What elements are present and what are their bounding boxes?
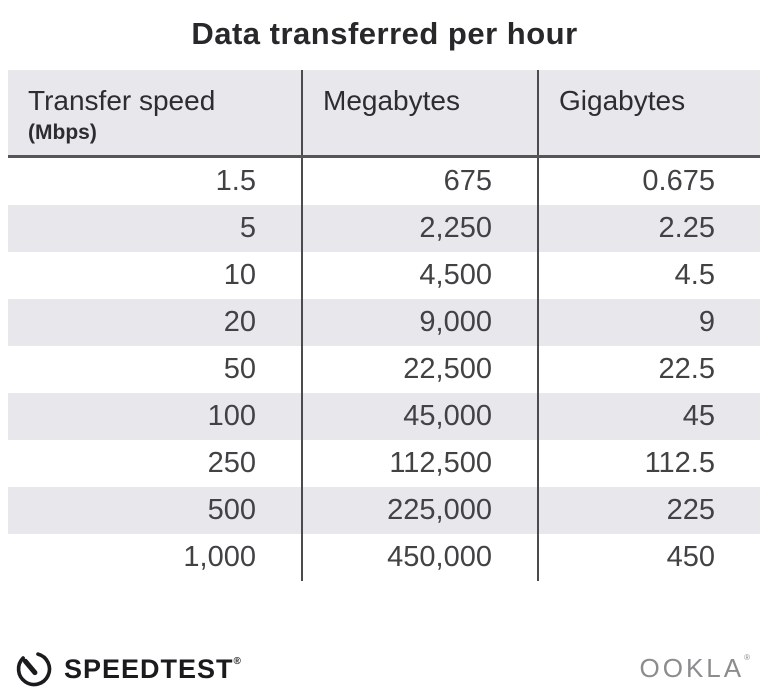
cell-megabytes: 22,500 bbox=[303, 346, 539, 393]
page-title: Data transferred per hour bbox=[191, 16, 578, 51]
header-megabytes: Megabytes bbox=[303, 70, 539, 155]
table-row: 5 2,250 2.25 bbox=[8, 205, 760, 252]
cell-speed: 20 bbox=[8, 299, 303, 346]
cell-gigabytes: 225 bbox=[666, 494, 715, 526]
speedtest-gauge-icon bbox=[14, 649, 54, 689]
table-row: 250 112,500 112.5 bbox=[8, 440, 760, 487]
cell-gigabytes: 4.5 bbox=[674, 259, 715, 291]
data-table: Transfer speed (Mbps) Megabytes Gigabyte… bbox=[8, 70, 760, 581]
table-row: 500 225,000 225 bbox=[8, 487, 760, 534]
table-header-row: Transfer speed (Mbps) Megabytes Gigabyte… bbox=[8, 70, 760, 158]
cell-megabytes: 9,000 bbox=[303, 299, 539, 346]
speedtest-logo: SPEEDTEST® bbox=[14, 649, 242, 689]
table-row: 20 9,000 9 bbox=[8, 299, 760, 346]
cell-gigabytes: 450 bbox=[666, 541, 715, 573]
cell-speed: 50 bbox=[8, 346, 303, 393]
cell-megabytes: 450,000 bbox=[303, 534, 539, 581]
cell-speed: 1,000 bbox=[8, 534, 303, 581]
speedtest-wordmark: SPEEDTEST® bbox=[64, 654, 242, 685]
speedtest-registered-mark: ® bbox=[233, 655, 242, 667]
header-gigabytes: Gigabytes bbox=[559, 85, 686, 116]
table-row: 50 22,500 22.5 bbox=[8, 346, 760, 393]
cell-gigabytes: 22.5 bbox=[658, 353, 715, 385]
table-row: 1,000 450,000 450 bbox=[8, 534, 760, 581]
table-row: 1.5 675 0.675 bbox=[8, 158, 760, 205]
cell-gigabytes: 9 bbox=[698, 306, 715, 338]
speedtest-label: SPEEDTEST bbox=[64, 653, 234, 684]
cell-megabytes: 45,000 bbox=[303, 393, 539, 440]
table-row: 100 45,000 45 bbox=[8, 393, 760, 440]
cell-megabytes: 675 bbox=[303, 158, 539, 205]
cell-megabytes: 4,500 bbox=[303, 252, 539, 299]
cell-megabytes: 2,250 bbox=[303, 205, 539, 252]
cell-speed: 10 bbox=[8, 252, 303, 299]
cell-speed: 250 bbox=[8, 440, 303, 487]
header-transfer-speed: Transfer speed (Mbps) bbox=[8, 70, 303, 155]
ookla-registered-mark: ® bbox=[744, 653, 753, 662]
cell-speed: 100 bbox=[8, 393, 303, 440]
ookla-wordmark: OOKLA bbox=[639, 653, 745, 683]
cell-gigabytes: 2.25 bbox=[658, 212, 715, 244]
cell-gigabytes: 45 bbox=[682, 400, 715, 432]
table-row: 10 4,500 4.5 bbox=[8, 252, 760, 299]
cell-speed: 5 bbox=[8, 205, 303, 252]
cell-gigabytes: 112.5 bbox=[644, 447, 715, 479]
cell-speed: 500 bbox=[8, 487, 303, 534]
header-transfer-speed-label: Transfer speed bbox=[28, 85, 216, 116]
header-mbps-unit: (Mbps) bbox=[28, 121, 97, 144]
cell-gigabytes: 0.675 bbox=[642, 165, 715, 197]
cell-megabytes: 225,000 bbox=[303, 487, 539, 534]
cell-megabytes: 112,500 bbox=[303, 440, 539, 487]
ookla-logo: OOKLA® bbox=[640, 653, 754, 684]
cell-speed: 1.5 bbox=[8, 158, 303, 205]
